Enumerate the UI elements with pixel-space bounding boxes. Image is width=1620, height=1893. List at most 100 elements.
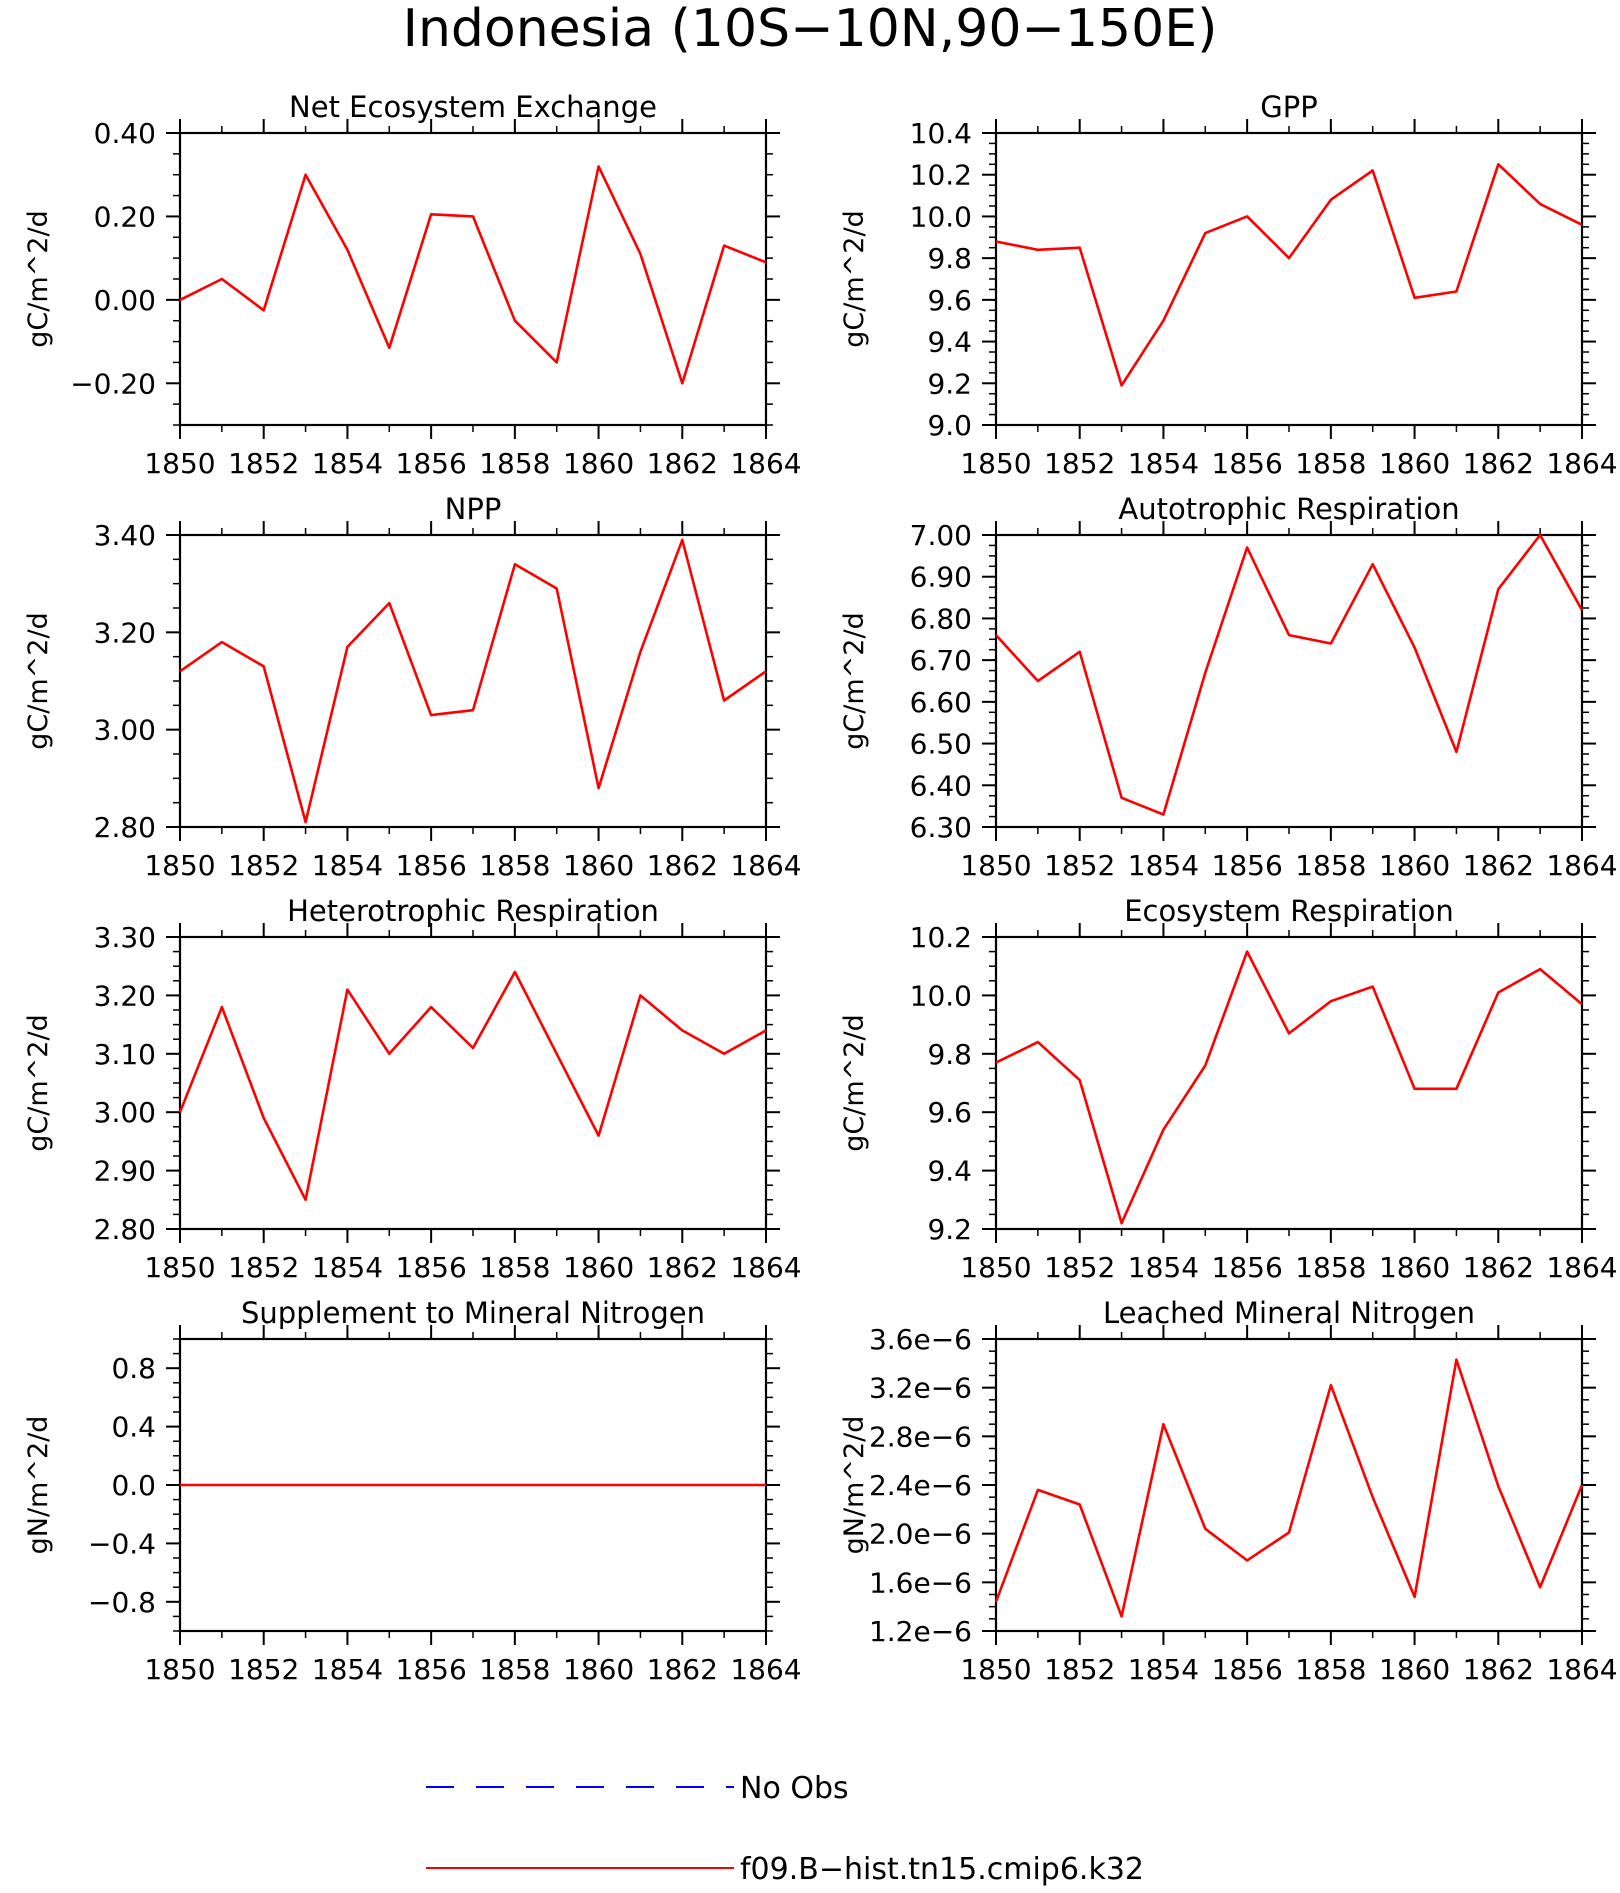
legend: No Obs f09.B−hist.tn15.cmip6.k32	[426, 1771, 1144, 1887]
x-tick-label: 1862	[1463, 1653, 1534, 1686]
y-tick-label: −0.4	[88, 1527, 156, 1560]
x-tick-label: 1860	[563, 849, 634, 882]
x-tick-label: 1854	[1128, 447, 1199, 480]
x-tick-label: 1854	[312, 849, 383, 882]
x-tick-label: 1858	[479, 1251, 550, 1284]
plot-frame	[994, 935, 1584, 1231]
panel-title: Ecosystem Respiration	[1124, 894, 1454, 928]
plot-frame	[994, 1337, 1584, 1633]
main-title: Indonesia (10S−10N,90−150E)	[403, 0, 1218, 59]
x-tick-label: 1856	[396, 1653, 467, 1686]
x-tick-label: 1854	[312, 447, 383, 480]
x-tick-label: 1854	[312, 1251, 383, 1284]
legend-label: No Obs	[740, 1771, 849, 1806]
x-tick-label: 1856	[396, 849, 467, 882]
y-axis-label: gN/m^2/d	[839, 1416, 870, 1555]
x-tick-label: 1852	[228, 1653, 299, 1686]
panel-title: Autotrophic Respiration	[1118, 492, 1459, 526]
y-tick-label: 1.6e−6	[869, 1566, 972, 1599]
x-tick-label: 1862	[647, 447, 718, 480]
y-tick-label: 2.80	[94, 1213, 156, 1246]
x-tick-label: 1850	[144, 1251, 215, 1284]
legend-label: f09.B−hist.tn15.cmip6.k32	[740, 1852, 1144, 1887]
y-axis-label: gC/m^2/d	[23, 210, 54, 347]
y-axis-label: gC/m^2/d	[23, 612, 54, 749]
panel-7: −0.8 −0.4 0.0 0.4 0.8 1850 1852 1854 1856 1858 186…	[23, 1296, 802, 1686]
x-tick-label: 1862	[1463, 849, 1534, 882]
y-tick-label: 3.20	[94, 979, 156, 1012]
x-tick-label: 1858	[1295, 1653, 1366, 1686]
y-tick-label: 2.90	[94, 1155, 156, 1188]
y-tick-label: 3.10	[94, 1038, 156, 1071]
y-axis-label: gC/m^2/d	[839, 210, 870, 347]
y-tick-label: 2.8e−6	[869, 1420, 972, 1453]
x-tick-label: 1858	[479, 849, 550, 882]
x-tick-label: 1854	[1128, 1653, 1199, 1686]
y-tick-label: 10.2	[910, 921, 972, 954]
panel-title: Leached Mineral Nitrogen	[1103, 1296, 1475, 1330]
x-tick-label: 1850	[144, 849, 215, 882]
x-tick-label: 1860	[1379, 1653, 1450, 1686]
y-tick-label: 3.00	[94, 1096, 156, 1129]
x-tick-label: 1862	[647, 1653, 718, 1686]
x-tick-label: 1858	[1295, 447, 1366, 480]
y-tick-label: 6.60	[910, 686, 972, 719]
x-tick-label: 1850	[960, 447, 1031, 480]
y-tick-label: 7.00	[910, 519, 972, 552]
y-tick-label: 9.2	[927, 1213, 972, 1246]
plot-frame	[994, 533, 1584, 829]
y-tick-label: 3.30	[94, 921, 156, 954]
y-tick-label: 2.0e−6	[869, 1518, 972, 1551]
x-tick-label: 1850	[960, 1653, 1031, 1686]
y-tick-label: 9.8	[927, 1038, 972, 1071]
y-tick-label: 3.20	[94, 616, 156, 649]
panel-title: GPP	[1260, 90, 1317, 124]
y-tick-label: 6.90	[910, 561, 972, 594]
y-tick-label: 0.4	[111, 1411, 156, 1444]
panels: −0.20 0.00 0.20 0.40 1850 1852 1854 1856 1858 186…	[23, 90, 1618, 1686]
x-tick-label: 1864	[730, 447, 801, 480]
y-axis-label: gC/m^2/d	[839, 1014, 870, 1151]
y-tick-label: 9.4	[927, 1155, 972, 1188]
panel-3: 2.80 3.00 3.20 3.40 1850 1852 1854 1856 1858 1860…	[23, 492, 802, 882]
y-tick-label: 3.2e−6	[869, 1372, 972, 1405]
y-tick-label: 1.2e−6	[869, 1615, 972, 1648]
x-tick-label: 1860	[563, 1251, 634, 1284]
y-tick-label: 9.8	[927, 242, 972, 275]
y-tick-label: 10.0	[910, 979, 972, 1012]
x-tick-label: 1854	[312, 1653, 383, 1686]
y-tick-label: 9.6	[927, 1096, 972, 1129]
x-tick-label: 1852	[1044, 849, 1115, 882]
x-tick-label: 1862	[1463, 1251, 1534, 1284]
y-tick-label: 10.4	[910, 117, 972, 150]
x-tick-label: 1856	[1212, 447, 1283, 480]
y-tick-label: 6.50	[910, 728, 972, 761]
plot-frame	[178, 131, 768, 427]
y-tick-label: 3.00	[94, 714, 156, 747]
series-line	[995, 950, 1583, 1225]
series-line	[178, 970, 767, 1202]
x-tick-label: 1858	[479, 1653, 550, 1686]
panel-6: 9.2 9.4 9.6 9.8 10.0 10.2 1850 1852 1854 1856 1858…	[839, 894, 1618, 1284]
y-tick-label: 9.0	[927, 409, 972, 442]
x-tick-label: 1862	[647, 849, 718, 882]
x-tick-label: 1852	[1044, 447, 1115, 480]
legend-item-2: f09.B−hist.tn15.cmip6.k32	[426, 1852, 1144, 1887]
x-tick-label: 1852	[228, 849, 299, 882]
x-tick-label: 1850	[960, 1251, 1031, 1284]
y-tick-label: 0.00	[94, 284, 156, 317]
series-line	[995, 163, 1583, 387]
x-tick-label: 1864	[730, 1251, 801, 1284]
panel-5: 2.80 2.90 3.00 3.10 3.20 3.30 1850 1852 1854 1856…	[23, 894, 802, 1284]
x-tick-label: 1858	[479, 447, 550, 480]
y-tick-label: 6.30	[910, 811, 972, 844]
x-tick-label: 1864	[1546, 849, 1617, 882]
y-tick-label: 0.0	[111, 1469, 156, 1502]
y-tick-label: 3.6e−6	[869, 1323, 972, 1356]
y-tick-label: 0.40	[94, 117, 156, 150]
series-line	[179, 538, 767, 824]
x-tick-label: 1860	[1379, 447, 1450, 480]
x-tick-label: 1852	[1044, 1653, 1115, 1686]
x-tick-label: 1864	[730, 1653, 801, 1686]
y-tick-label: 0.20	[94, 200, 156, 233]
